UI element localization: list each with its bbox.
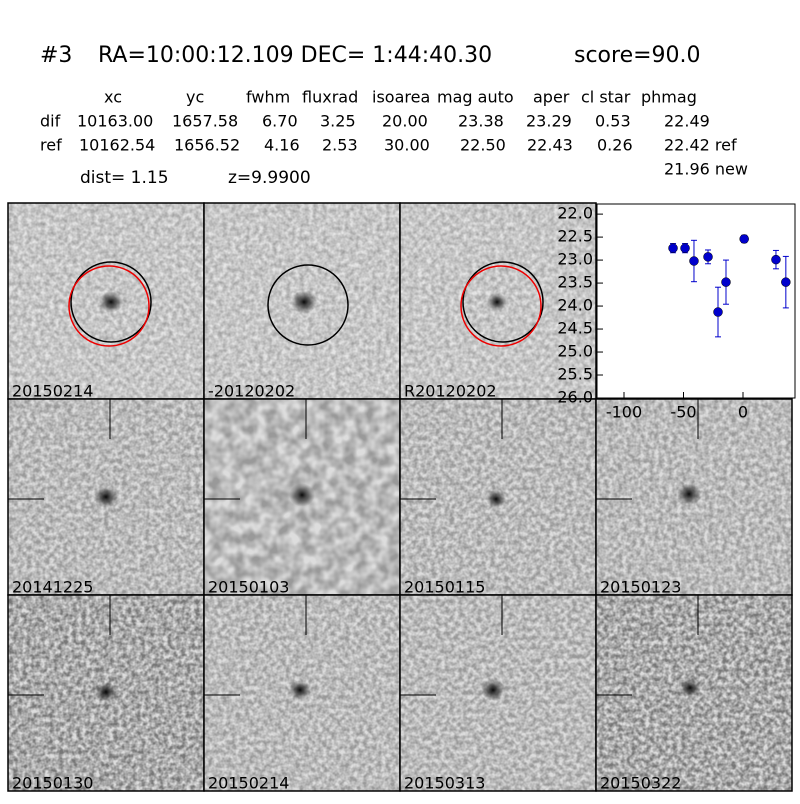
table-cell: 20.00 <box>382 112 428 131</box>
panel-border <box>595 594 793 792</box>
panel-label: 20150130 <box>12 774 93 793</box>
aperture <box>70 261 152 343</box>
column-header: aper <box>533 88 570 107</box>
source <box>95 682 117 702</box>
table-cell: 30.00 <box>384 136 430 155</box>
column-header: fwhm <box>246 88 290 107</box>
source <box>289 483 315 507</box>
aperture <box>462 261 544 343</box>
table-cell: 22.42 ref <box>664 136 737 155</box>
column-header: fluxrad <box>302 88 358 107</box>
table-cell: 22.49 <box>664 112 710 131</box>
aperture <box>267 264 349 346</box>
z: z=9.9900 <box>228 168 311 188</box>
source <box>481 679 505 701</box>
y-tick-label: 26.0 <box>557 388 593 407</box>
y-tick-label: 22.5 <box>557 227 593 246</box>
column-header: yc <box>186 88 204 107</box>
source <box>487 293 507 311</box>
source <box>289 680 311 700</box>
table-cell: 22.50 <box>460 136 506 155</box>
y-tick-label: 25.0 <box>557 342 593 361</box>
column-header: isoarea <box>372 88 430 107</box>
source <box>94 486 118 508</box>
column-header: mag auto <box>437 88 514 107</box>
y-tick-label: 25.5 <box>557 365 593 384</box>
table-cell: 2.53 <box>322 136 358 155</box>
source <box>291 290 317 314</box>
column-header: phmag <box>641 88 697 107</box>
x-tick-label: -50 <box>670 403 696 422</box>
table-cell: 10162.54 <box>79 136 155 155</box>
panel-label: 20150322 <box>600 774 681 793</box>
point <box>703 252 713 262</box>
table-cell: 22.43 <box>527 136 573 155</box>
source <box>99 291 123 313</box>
point <box>781 277 791 287</box>
y-tick-label: 23.0 <box>557 250 593 269</box>
table-cell: ref <box>40 136 62 155</box>
coordinates: RA=10:00:12.109 DEC= 1:44:40.30 <box>98 43 492 68</box>
x-tick-label: -100 <box>606 403 642 422</box>
point <box>713 307 723 317</box>
table-cell: 6.70 <box>262 112 298 131</box>
table-cell: 1656.52 <box>174 136 240 155</box>
source <box>486 490 506 508</box>
y-tick-label: 23.5 <box>557 273 593 292</box>
dist: dist= 1.15 <box>80 168 169 188</box>
point <box>721 277 731 287</box>
point <box>668 243 678 253</box>
y-tick-label: 22.0 <box>557 204 593 223</box>
panel-label: 20150313 <box>404 774 485 793</box>
table-cell: 23.38 <box>458 112 504 131</box>
panel-label: 20150115 <box>404 578 485 597</box>
new-mag: 21.96 new <box>664 160 748 179</box>
y-tick-label: 24.0 <box>557 296 593 315</box>
aperture <box>460 265 542 347</box>
table-cell: 0.53 <box>595 112 631 131</box>
point <box>739 234 749 244</box>
point <box>689 256 699 266</box>
table-cell: 4.16 <box>264 136 300 155</box>
table-cell: 3.25 <box>320 112 356 131</box>
aperture <box>68 265 150 347</box>
panel-label: 20150214 <box>12 382 93 401</box>
score: score=90.0 <box>574 43 701 68</box>
candidate-id: #3 <box>40 43 72 68</box>
x-tick-label: 0 <box>738 403 748 422</box>
source <box>680 679 700 697</box>
panel-label: 20150123 <box>600 578 681 597</box>
table-cell: 0.26 <box>597 136 633 155</box>
column-header: cl star <box>581 88 631 107</box>
panel-label: 20141225 <box>12 578 93 597</box>
column-header: xc <box>104 88 122 107</box>
table-cell: 1657.58 <box>172 112 238 131</box>
panel-label: R20120202 <box>404 382 497 401</box>
panel-label: 20150103 <box>208 578 289 597</box>
table-cell: dif <box>40 112 61 131</box>
y-tick-label: 24.5 <box>557 319 593 338</box>
panel-label: -20120202 <box>208 382 295 401</box>
source <box>677 483 701 505</box>
plot-bg <box>596 203 796 399</box>
point <box>771 254 781 265</box>
table-cell: 23.29 <box>526 112 572 131</box>
panel-label: 20150214 <box>208 774 289 793</box>
table-cell: 10163.00 <box>77 112 153 131</box>
point <box>680 243 690 253</box>
